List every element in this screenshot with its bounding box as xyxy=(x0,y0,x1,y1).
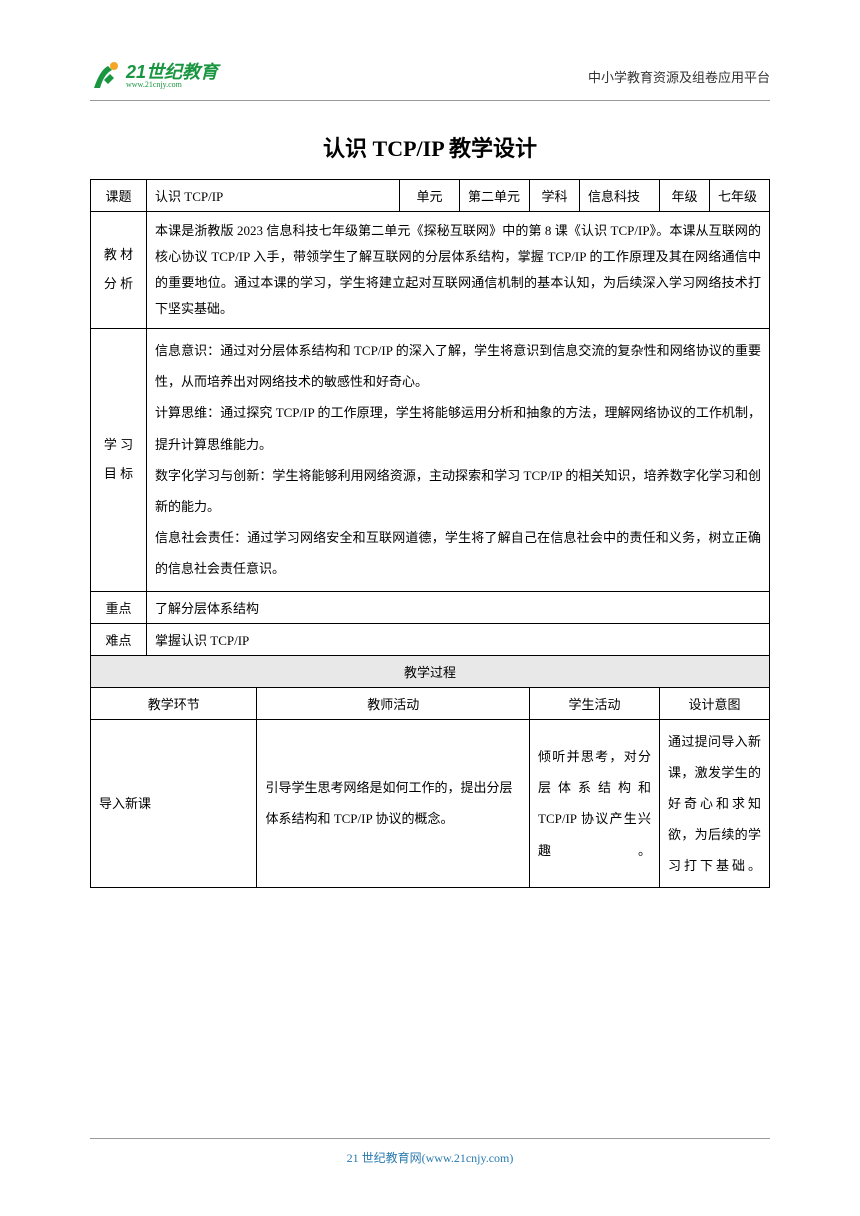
logo-main-text: 21世纪教育 xyxy=(126,63,218,81)
lesson-plan-table: 课题 认识 TCP/IP 单元 第二单元 学科 信息科技 年级 七年级 教 材 … xyxy=(90,179,770,888)
footer-divider xyxy=(90,1138,770,1139)
value-topic: 认识 TCP/IP xyxy=(147,180,400,212)
process-row-1: 导入新课 引导学生思考网络是如何工作的，提出分层体系结构和 TCP/IP 协议的… xyxy=(91,719,770,888)
objective-p2: 计算思维：通过探究 TCP/IP 的工作原理，学生将能够运用分析和抽象的方法，理… xyxy=(155,397,761,459)
objectives-label: 学 习 目 标 xyxy=(91,329,147,592)
header-divider xyxy=(90,100,770,101)
process-section-header: 教学过程 xyxy=(91,655,770,687)
objectives-content: 信息意识：通过对分层体系结构和 TCP/IP 的深入了解，学生将意识到信息交流的… xyxy=(147,329,770,592)
objectives-label-line1: 学 习 xyxy=(99,431,138,460)
process-stage: 导入新课 xyxy=(91,719,257,888)
label-topic: 课题 xyxy=(91,180,147,212)
info-row: 课题 认识 TCP/IP 单元 第二单元 学科 信息科技 年级 七年级 xyxy=(91,180,770,212)
logo: 21世纪教育 www.21cnjy.com xyxy=(90,60,218,92)
keypoint-label: 重点 xyxy=(91,591,147,623)
objective-p3: 数字化学习与创新：学生将能够利用网络资源，主动探索和学习 TCP/IP 的相关知… xyxy=(155,460,761,522)
difficulty-row: 难点 掌握认识 TCP/IP xyxy=(91,623,770,655)
analysis-row: 教 材 分 析 本课是浙教版 2023 信息科技七年级第二单元《探秘互联网》中的… xyxy=(91,212,770,329)
objectives-row: 学 习 目 标 信息意识：通过对分层体系结构和 TCP/IP 的深入了解，学生将… xyxy=(91,329,770,592)
difficulty-label: 难点 xyxy=(91,623,147,655)
value-subject: 信息科技 xyxy=(580,180,660,212)
label-subject: 学科 xyxy=(530,180,580,212)
process-student: 倾听并思考，对分层体系结构和 TCP/IP 协议产生兴趣。 xyxy=(530,719,660,888)
objectives-label-line2: 目 标 xyxy=(99,460,138,489)
header-right-text: 中小学教育资源及组卷应用平台 xyxy=(588,67,770,86)
analysis-content: 本课是浙教版 2023 信息科技七年级第二单元《探秘互联网》中的第 8 课《认识… xyxy=(147,212,770,329)
process-header-student: 学生活动 xyxy=(530,687,660,719)
analysis-label: 教 材 分 析 xyxy=(91,212,147,329)
footer-text: 21 世纪教育网(www.21cnjy.com) xyxy=(0,1149,860,1166)
page-title: 认识 TCP/IP 教学设计 xyxy=(90,131,770,163)
process-header-row: 教学环节 教师活动 学生活动 设计意图 xyxy=(91,687,770,719)
process-section-row: 教学过程 xyxy=(91,655,770,687)
analysis-label-line1: 教 材 xyxy=(99,241,138,270)
difficulty-content: 掌握认识 TCP/IP xyxy=(147,623,770,655)
page-footer: 21 世纪教育网(www.21cnjy.com) xyxy=(0,1138,860,1166)
process-teacher: 引导学生思考网络是如何工作的，提出分层体系结构和 TCP/IP 协议的概念。 xyxy=(257,719,530,888)
label-unit: 单元 xyxy=(400,180,460,212)
value-unit: 第二单元 xyxy=(460,180,530,212)
page-container: 21世纪教育 www.21cnjy.com 中小学教育资源及组卷应用平台 认识 … xyxy=(0,0,860,928)
logo-text: 21世纪教育 www.21cnjy.com xyxy=(126,63,218,89)
keypoint-row: 重点 了解分层体系结构 xyxy=(91,591,770,623)
value-grade: 七年级 xyxy=(710,180,770,212)
logo-icon xyxy=(90,60,122,92)
process-header-stage: 教学环节 xyxy=(91,687,257,719)
keypoint-content: 了解分层体系结构 xyxy=(147,591,770,623)
logo-sub-text: www.21cnjy.com xyxy=(126,81,218,89)
label-grade: 年级 xyxy=(660,180,710,212)
page-header: 21世纪教育 www.21cnjy.com 中小学教育资源及组卷应用平台 xyxy=(90,60,770,92)
process-header-intent: 设计意图 xyxy=(660,687,770,719)
process-intent: 通过提问导入新课，激发学生的好奇心和求知欲，为后续的学习打下基础。 xyxy=(660,719,770,888)
analysis-label-line2: 分 析 xyxy=(99,270,138,299)
objective-p1: 信息意识：通过对分层体系结构和 TCP/IP 的深入了解，学生将意识到信息交流的… xyxy=(155,335,761,397)
process-header-teacher: 教师活动 xyxy=(257,687,530,719)
objective-p4: 信息社会责任：通过学习网络安全和互联网道德，学生将了解自己在信息社会中的责任和义… xyxy=(155,522,761,584)
